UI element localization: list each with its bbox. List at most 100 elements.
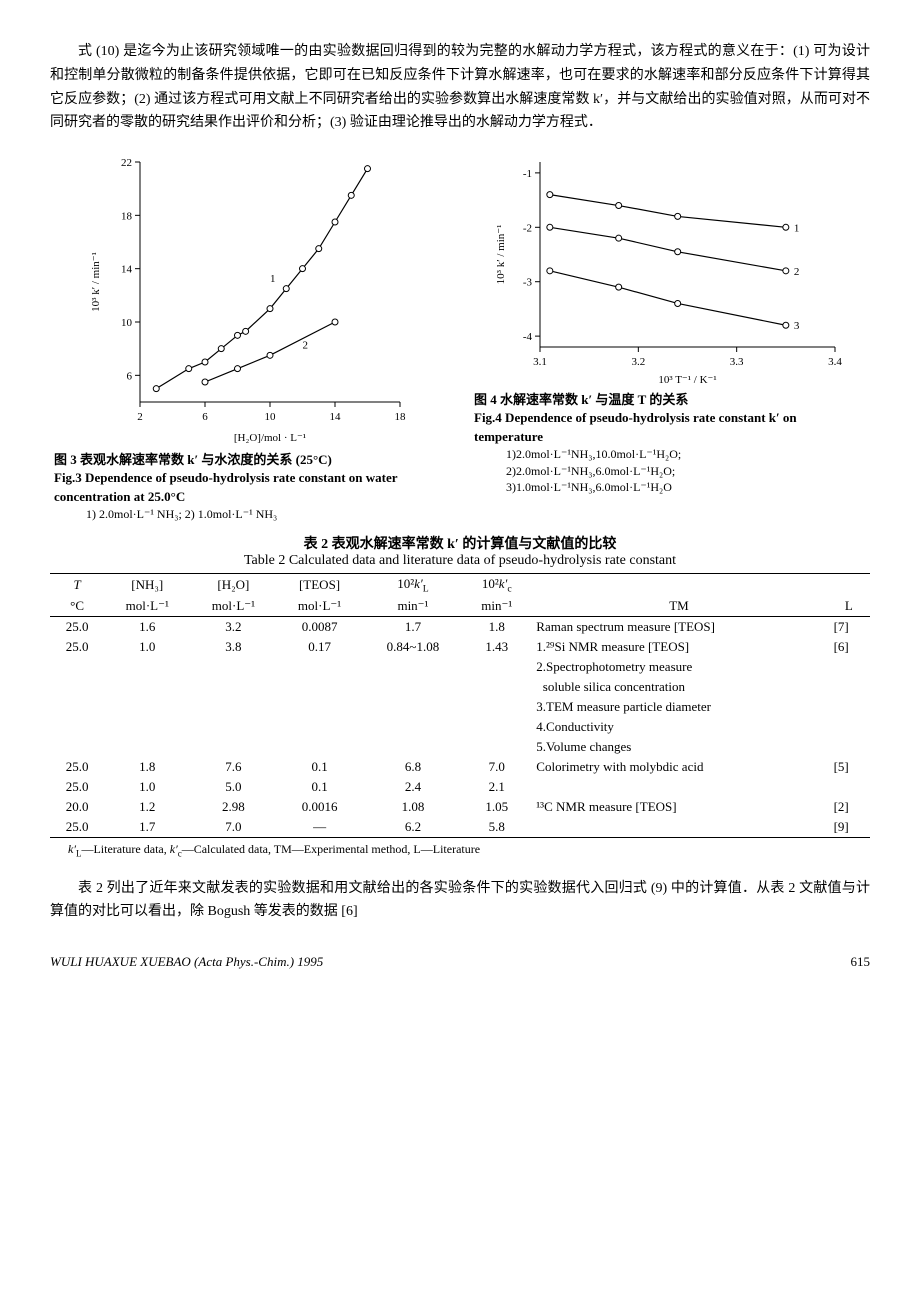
table-cell	[463, 737, 530, 757]
table-cell: 2.4	[363, 777, 464, 797]
figure-3: 26101418610141822[H₂O]/mol · L⁻¹10³ k′ /…	[50, 147, 450, 522]
table-cell	[828, 657, 870, 677]
table-cell: 2.1	[463, 777, 530, 797]
table-cell	[190, 677, 276, 697]
table-cell: [2]	[828, 797, 870, 817]
table-cell: 0.1	[276, 757, 362, 777]
table-cell	[363, 737, 464, 757]
table-cell	[463, 697, 530, 717]
table-cell	[190, 697, 276, 717]
table-cell: 7.0	[190, 817, 276, 838]
fig3-sub: 1) 2.0mol·L⁻¹ NH₃; 2) 1.0mol·L⁻¹ NH₃	[54, 506, 446, 523]
table-cell	[828, 697, 870, 717]
th-teos: [TEOS]	[276, 573, 362, 596]
table-cell: 1.8	[463, 617, 530, 638]
table-cell: 1.7	[104, 817, 190, 838]
svg-text:3: 3	[794, 320, 800, 332]
table-cell: 1.6	[104, 617, 190, 638]
table-cell	[50, 657, 104, 677]
table-cell	[363, 657, 464, 677]
svg-text:14: 14	[330, 411, 342, 423]
table-row: 5.Volume changes	[50, 737, 870, 757]
table-cell	[276, 697, 362, 717]
closing-paragraph: 表 2 列出了近年来文献发表的实验数据和用文献给出的各实验条件下的实验数据代入回…	[50, 877, 870, 925]
page-footer: WULI HUAXUE XUEBAO (Acta Phys.-Chim.) 19…	[50, 954, 870, 970]
svg-text:2: 2	[794, 266, 800, 278]
table-cell: 0.17	[276, 637, 362, 657]
table-cell	[276, 737, 362, 757]
th2-h2o: mol·L⁻¹	[190, 596, 276, 617]
table-cell: —	[276, 817, 362, 838]
table-row: 3.TEM measure particle diameter	[50, 697, 870, 717]
table-cell: 1.05	[463, 797, 530, 817]
fig4-sub1: 1)2.0mol·L⁻¹NH₃,10.0mol·L⁻¹H₂O;	[474, 446, 866, 463]
svg-text:1: 1	[794, 222, 800, 234]
table-cell	[50, 737, 104, 757]
table-cell: 1.0	[104, 777, 190, 797]
table-cell: 1.8	[104, 757, 190, 777]
svg-text:1: 1	[270, 273, 276, 285]
table-cell: [6]	[828, 637, 870, 657]
table-cell: 2.98	[190, 797, 276, 817]
table-cell: 25.0	[50, 637, 104, 657]
table-cell	[104, 677, 190, 697]
th2-min2: min⁻¹	[463, 596, 530, 617]
table-cell	[104, 737, 190, 757]
th-kc: 10²k′c	[463, 573, 530, 596]
table-cell: [7]	[828, 617, 870, 638]
table-cell: 0.0016	[276, 797, 362, 817]
svg-text:-4: -4	[523, 331, 533, 343]
fig4-sub3: 3)1.0mol·L⁻¹NH₃,6.0mol·L⁻¹H₂O	[474, 479, 866, 496]
table-cell	[104, 657, 190, 677]
figure-4: 3.13.23.33.4-4-3-2-110³ T⁻¹ / K⁻¹10³ k′ …	[470, 147, 870, 522]
table-cell	[530, 817, 827, 838]
fig4-sub2: 2)2.0mol·L⁻¹NH₃,6.0mol·L⁻¹H₂O;	[474, 463, 866, 480]
table-row: 25.01.03.80.170.84~1.081.431.²⁹Si NMR me…	[50, 637, 870, 657]
table-cell: 5.0	[190, 777, 276, 797]
fig4-caption-en: Fig.4 Dependence of pseudo-hydrolysis ra…	[474, 409, 866, 445]
th2-min1: min⁻¹	[363, 596, 464, 617]
table-cell	[530, 777, 827, 797]
table2-head1: T [NH₃] [H₂O] [TEOS] 10²k′L 10²k′c	[50, 573, 870, 596]
table-cell: 25.0	[50, 757, 104, 777]
table2-footnote: k′L—Literature data, k′c—Calculated data…	[50, 842, 870, 858]
table-row: soluble silica concentration	[50, 677, 870, 697]
svg-text:-3: -3	[523, 277, 533, 289]
table-cell: 0.0087	[276, 617, 362, 638]
table-cell: 6.2	[363, 817, 464, 838]
svg-text:22: 22	[121, 157, 132, 169]
fig3-caption-en: Fig.3 Dependence of pseudo-hydrolysis ra…	[54, 469, 446, 505]
table-cell	[50, 697, 104, 717]
table-cell: soluble silica concentration	[530, 677, 827, 697]
svg-text:3.1: 3.1	[533, 356, 547, 368]
table-row: 25.01.87.60.16.87.0Colorimetry with moly…	[50, 757, 870, 777]
svg-text:3.4: 3.4	[828, 356, 842, 368]
table-cell	[276, 677, 362, 697]
table-cell	[828, 737, 870, 757]
svg-text:3.2: 3.2	[631, 356, 645, 368]
table-cell	[363, 677, 464, 697]
svg-text:6: 6	[202, 411, 208, 423]
table-cell	[463, 677, 530, 697]
table-cell	[463, 717, 530, 737]
th2-teos: mol·L⁻¹	[276, 596, 362, 617]
table2-title-en: Table 2 Calculated data and literature d…	[50, 553, 870, 569]
th2-tm: TM	[530, 596, 827, 617]
table-cell	[190, 657, 276, 677]
table-cell: 5.8	[463, 817, 530, 838]
svg-text:10: 10	[121, 317, 133, 329]
svg-text:10³ k′ / min⁻¹: 10³ k′ / min⁻¹	[495, 225, 507, 285]
table-cell: 1.08	[363, 797, 464, 817]
table-cell: 3.2	[190, 617, 276, 638]
table-cell: 3.8	[190, 637, 276, 657]
table-cell: 2.Spectrophotometry measure	[530, 657, 827, 677]
svg-text:-2: -2	[523, 222, 532, 234]
table-cell: Colorimetry with molybdic acid	[530, 757, 827, 777]
table-row: 25.01.05.00.12.42.1	[50, 777, 870, 797]
table-cell: Raman spectrum measure [TEOS]	[530, 617, 827, 638]
table-row: 25.01.77.0—6.25.8[9]	[50, 817, 870, 838]
table-cell	[463, 657, 530, 677]
th-nh3: [NH₃]	[104, 573, 190, 596]
table-cell	[363, 717, 464, 737]
table-cell	[50, 677, 104, 697]
